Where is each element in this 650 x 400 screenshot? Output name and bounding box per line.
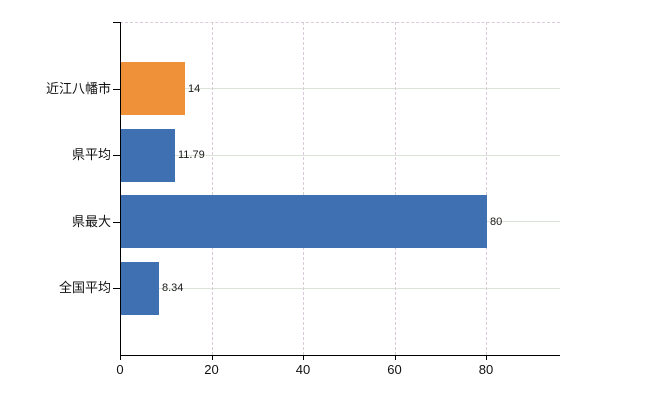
category-label: 県最大 [71, 213, 111, 229]
v-gridline [486, 22, 487, 355]
y-tick [113, 221, 120, 223]
v-gridline [394, 22, 396, 355]
h-gridline [120, 287, 560, 289]
value-label: 14 [188, 82, 201, 95]
x-axis-line [120, 355, 560, 356]
x-tick-label: 0 [116, 362, 124, 377]
x-tick-label: 20 [204, 362, 219, 377]
bar [121, 128, 175, 182]
bar [121, 62, 185, 115]
value-label: 11.79 [178, 149, 205, 161]
y-tick [113, 88, 120, 90]
plot-top-border [120, 22, 560, 23]
y-tick [113, 155, 120, 156]
value-label: 8.34 [162, 282, 184, 294]
x-tick-label: 60 [387, 362, 402, 377]
category-label: 県平均 [71, 147, 111, 162]
bar [121, 261, 159, 315]
v-gridline [211, 22, 213, 355]
bar [121, 195, 487, 248]
x-tick-label: 80 [478, 362, 494, 377]
h-gridline [120, 88, 560, 89]
v-gridline [303, 22, 304, 355]
x-tick [486, 355, 487, 360]
category-label: 近江八幡市 [45, 80, 111, 96]
x-tick [211, 355, 213, 360]
y-axis-line [120, 22, 121, 360]
y-tick [113, 22, 120, 23]
x-tick [394, 355, 396, 360]
x-tick [303, 355, 304, 360]
value-label: 80 [490, 215, 503, 228]
x-tick-label: 40 [295, 362, 311, 377]
category-label: 全国平均 [58, 280, 111, 295]
h-gridline [120, 154, 560, 156]
y-tick [113, 288, 120, 289]
